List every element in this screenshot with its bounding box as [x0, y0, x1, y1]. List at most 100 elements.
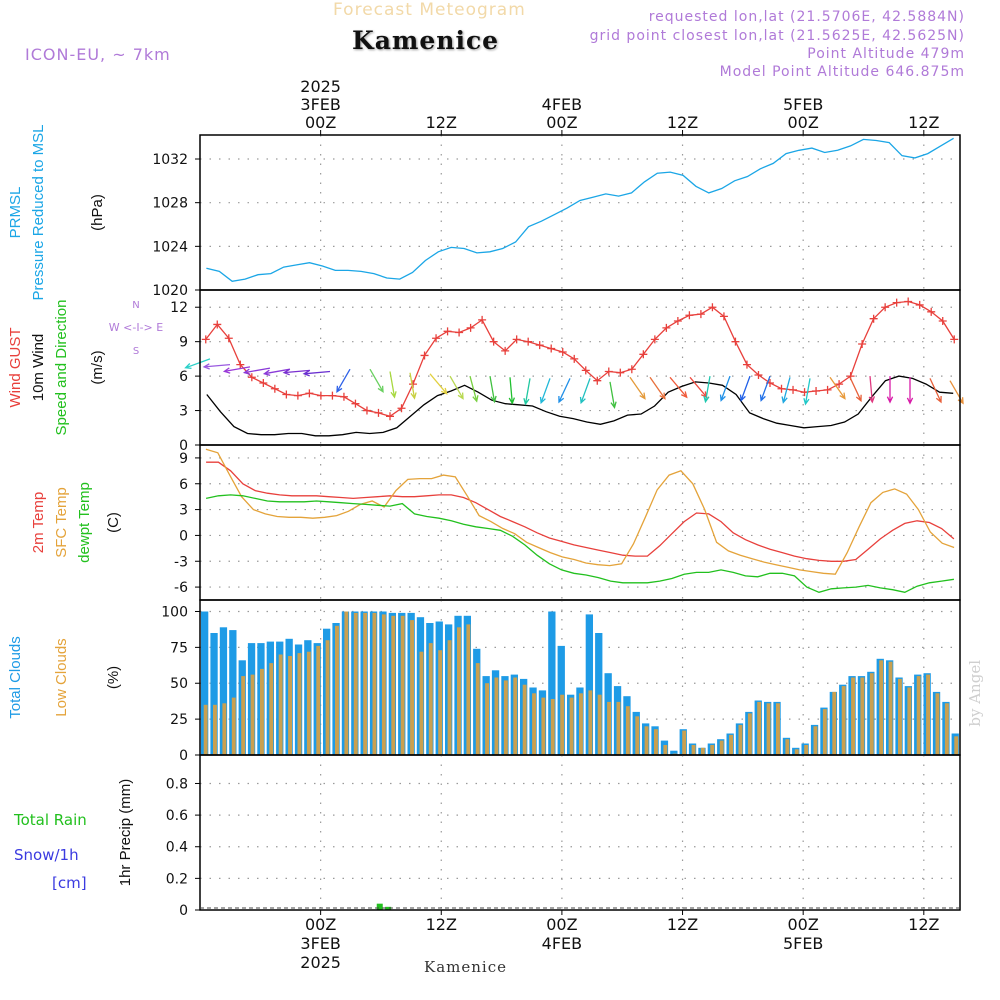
time-label-bottom: 00Z [788, 915, 819, 934]
low-cloud-bar [635, 716, 640, 756]
gust-marker [950, 335, 959, 344]
y-tick-label: 9 [179, 335, 188, 351]
gust-marker [858, 339, 867, 348]
direction-legend-n: N [132, 300, 139, 311]
y-tick-label: 0.6 [166, 808, 188, 824]
gust-marker [616, 368, 625, 377]
time-label-bottom: 00Z [305, 915, 336, 934]
low-cloud-bar [288, 656, 292, 755]
gust-marker [650, 335, 659, 344]
low-cloud-bar [841, 686, 846, 755]
gust-marker [397, 404, 406, 413]
gust-marker [904, 297, 913, 306]
gust-marker [823, 385, 832, 394]
panel-frame [199, 134, 961, 291]
axis-label: dewpt Temp [76, 482, 93, 563]
gust-marker [581, 366, 590, 375]
time-label-bottom: 2025 [300, 953, 341, 972]
axis-label: SFC Temp [53, 487, 70, 558]
time-label-top: 4FEB [542, 95, 582, 114]
low-cloud-bar [372, 612, 377, 755]
low-cloud-bar [663, 745, 668, 755]
low-cloud-bar [560, 694, 565, 755]
time-label-bottom: 5FEB [783, 934, 823, 953]
low-cloud-bar [485, 683, 489, 755]
point-altitude: Point Altitude 479m [807, 46, 965, 62]
axis-label: (m/s) [89, 350, 106, 384]
direction-legend-we: W <-I-> E [109, 321, 163, 334]
wind-direction-arrow [759, 375, 771, 402]
y-tick-label: -3 [174, 554, 188, 570]
wind-direction-arrow [336, 368, 351, 393]
gust-marker [593, 376, 602, 385]
wind-direction-arrow [929, 378, 942, 404]
y-tick-label: 0 [179, 748, 188, 764]
low-cloud-bar [231, 697, 236, 755]
footer-location: Kamenice [424, 958, 507, 976]
gust-marker [731, 337, 740, 346]
time-label-top: 5FEB [783, 95, 823, 114]
gust-marker [708, 303, 717, 312]
low-cloud-bar [344, 611, 349, 755]
axis-label: (C) [105, 512, 122, 533]
model-label: ICON-EU, ~ 7km [25, 45, 171, 64]
low-cloud-bar [494, 677, 499, 755]
low-cloud-bar [954, 736, 959, 755]
wind-direction-arrow [829, 376, 846, 400]
axis-label: Total Clouds [7, 636, 24, 719]
time-label-bottom: 12Z [426, 915, 457, 934]
y-tick-label: 9 [179, 451, 188, 467]
axis-label: Low Clouds [53, 638, 70, 716]
low-cloud-bar [278, 654, 283, 755]
time-label-top: 2025 [300, 77, 341, 96]
low-cloud-bar [935, 693, 940, 755]
y-tick-label: 6 [179, 369, 188, 385]
panel-frame [199, 444, 961, 601]
low-cloud-bar [832, 691, 837, 755]
gust-marker [201, 335, 210, 344]
low-cloud-bar [569, 697, 574, 755]
low-cloud-bar [363, 612, 368, 755]
gust-marker [777, 384, 786, 393]
gust-marker [662, 323, 671, 332]
low-cloud-bar [353, 612, 358, 755]
low-cloud-bar [213, 704, 217, 755]
gust-marker [835, 380, 844, 389]
low-cloud-bar [306, 651, 311, 755]
low-cloud-bar [475, 663, 480, 755]
gust-marker [812, 387, 821, 396]
wind-direction-arrow [649, 376, 666, 400]
wind-direction-arrow [409, 372, 417, 400]
time-label-top: 00Z [546, 113, 577, 132]
low-cloud-bar [466, 624, 471, 755]
low-cloud-bar [588, 690, 593, 755]
series-line-sfc-temp [205, 448, 955, 575]
low-cloud-bar [541, 697, 546, 755]
wind-direction-arrow [906, 377, 914, 405]
axis-label: Speed and Direction [53, 300, 70, 436]
low-cloud-bar [822, 709, 827, 755]
low-cloud-bar [644, 726, 649, 755]
low-cloud-bar [776, 703, 780, 755]
low-cloud-bar [869, 673, 874, 755]
gust-marker [570, 354, 579, 363]
low-cloud-bar [260, 668, 264, 755]
wind-direction-arrow [222, 366, 251, 374]
wind-direction-arrow [508, 377, 516, 405]
low-cloud-bar [250, 674, 255, 755]
wind-direction-arrow [781, 377, 791, 404]
low-cloud-bar [944, 703, 949, 755]
location-title: Kamenice [352, 26, 500, 55]
low-cloud-bar [654, 729, 658, 755]
low-cloud-bar [457, 627, 461, 755]
wind-direction-arrow [558, 378, 571, 404]
time-label-bottom: 3FEB [300, 934, 340, 953]
low-cloud-bar [851, 677, 855, 755]
gust-marker [501, 346, 510, 355]
axis-label: Pressure Reduced to MSL [30, 125, 47, 301]
wind-direction-arrow [609, 381, 617, 409]
wind-direction-arrow [949, 380, 964, 405]
gust-marker [512, 335, 521, 344]
low-cloud-bar [747, 713, 752, 755]
